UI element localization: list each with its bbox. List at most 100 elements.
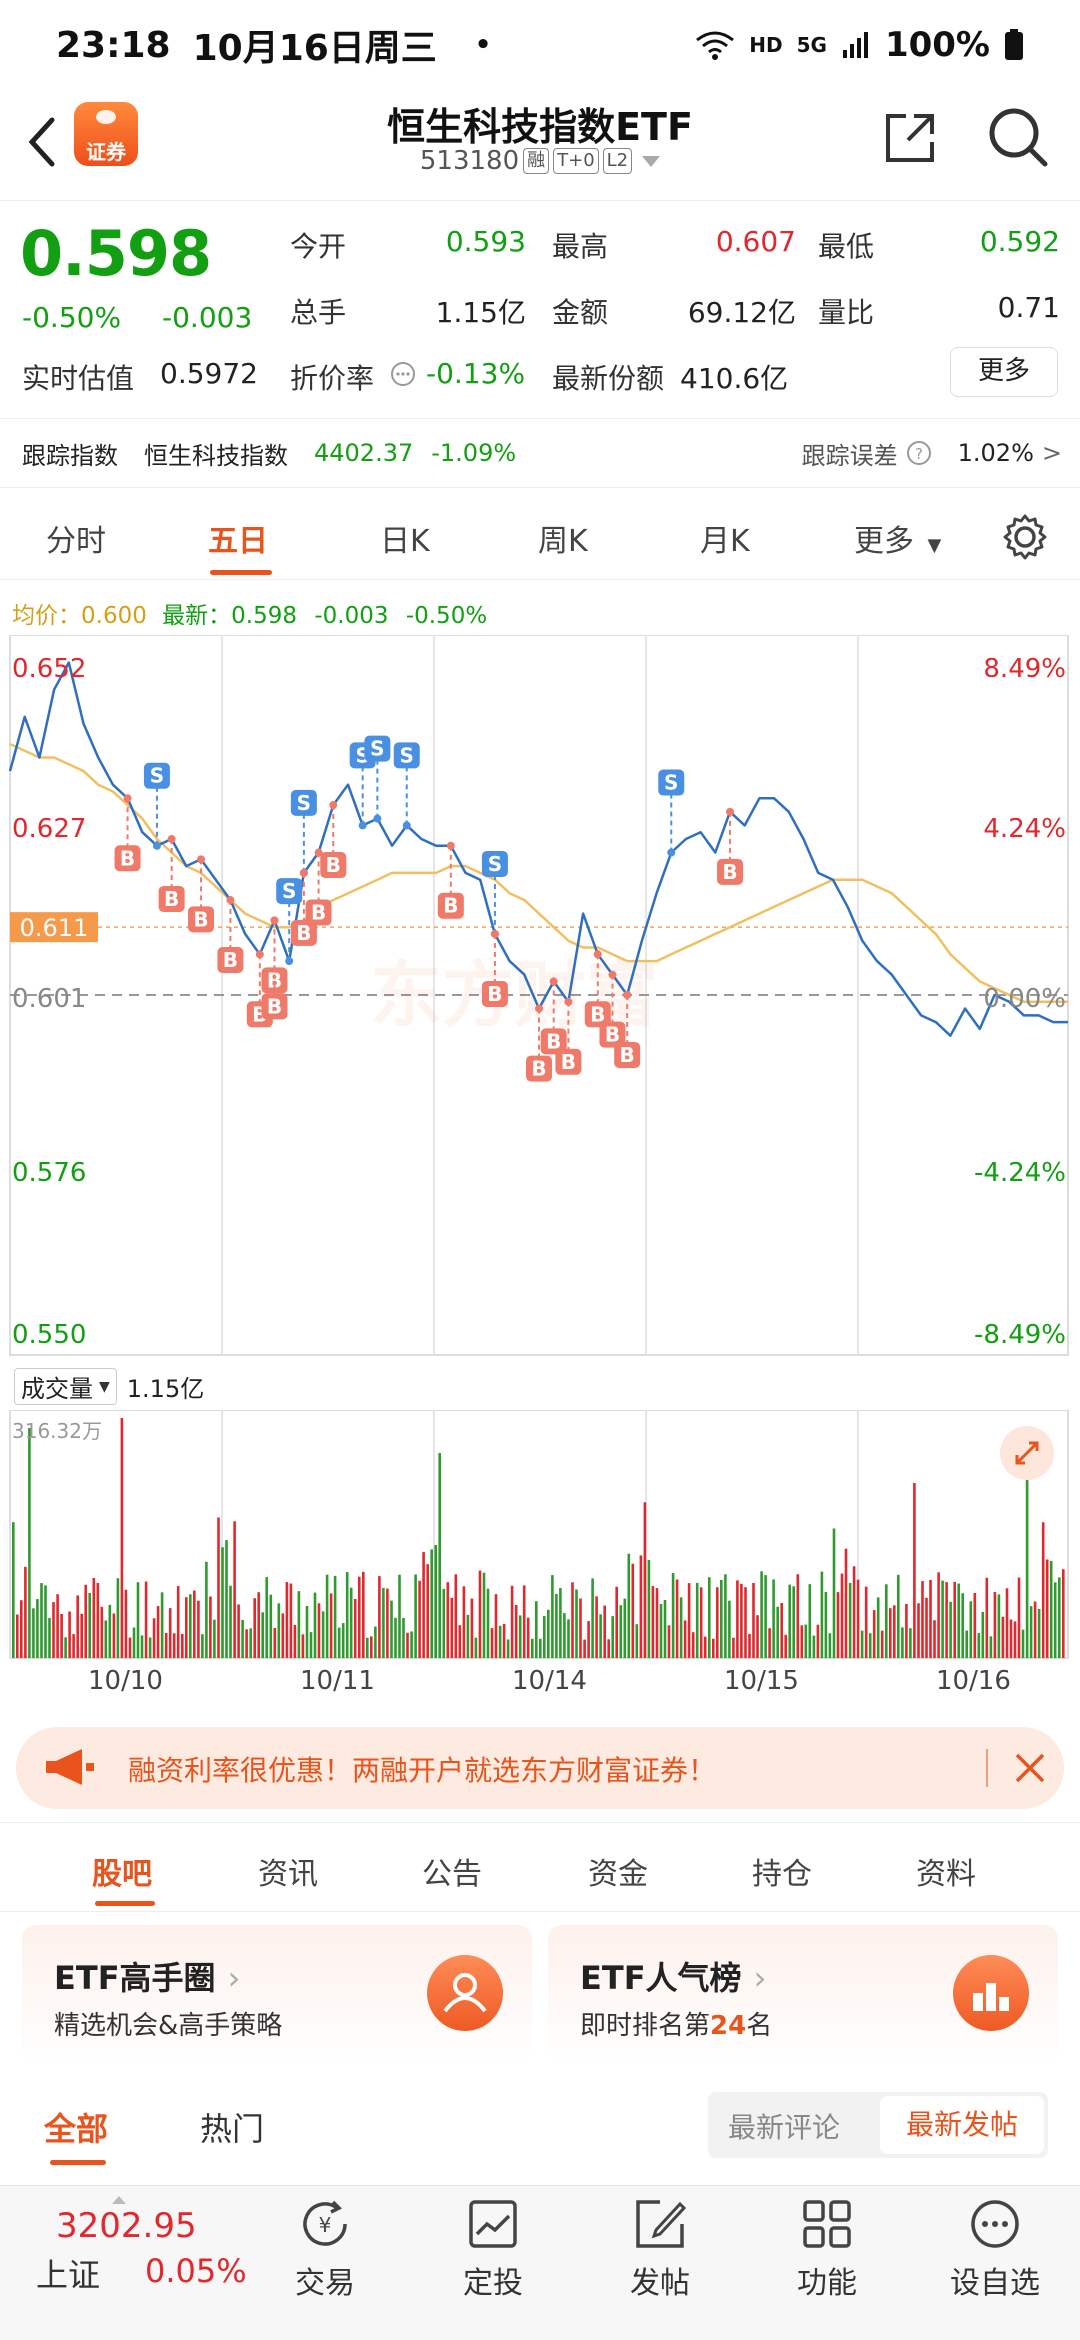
tab-more[interactable]: 更多 ▼ [854, 516, 941, 560]
buy-marker-badge [599, 1021, 626, 1048]
volume-bar [502, 1624, 506, 1658]
volume-bar [808, 1584, 812, 1658]
share-icon[interactable] [880, 108, 940, 168]
nav-auto-invest[interactable]: 定投 [438, 2196, 548, 2302]
buy-marker-label: B [487, 982, 502, 1006]
filter-all[interactable]: 全部 [44, 2110, 109, 2148]
ad-banner[interactable]: 融资利率很优惠！两融开户就选东方财富证券！ [16, 1727, 1064, 1809]
volume-bar [828, 1633, 832, 1658]
volume-bar [551, 1575, 554, 1658]
sort-latest-comment[interactable]: 最新评论 [728, 2111, 841, 2144]
buy-marker-badge [526, 1055, 552, 1082]
volume-bar [482, 1572, 486, 1658]
tab-intraday[interactable]: 分时 [46, 524, 106, 559]
chevron-right-icon: › [227, 1959, 241, 1997]
chart-tabs: 分时 五日 日K 周K 月K 更多 ▼ [0, 490, 1080, 580]
high-label: 最高 [552, 230, 609, 263]
section-tab-indicator [95, 1901, 155, 1906]
close-icon[interactable] [1011, 1749, 1049, 1787]
expand-up-icon[interactable] [112, 2196, 126, 2204]
marker-dot [197, 855, 206, 864]
buy-marker-label: B [561, 1050, 576, 1074]
volume-bar [213, 1619, 216, 1658]
volume-bar [68, 1611, 71, 1658]
wifi-icon [696, 31, 735, 60]
filter-hot[interactable]: 热门 [200, 2110, 265, 2148]
volume-bar [655, 1588, 659, 1658]
volume-bar [72, 1634, 75, 1658]
tab-forum[interactable]: 股吧 [92, 1857, 152, 1892]
nav-add-watchlist[interactable]: 设自选 [940, 2196, 1050, 2302]
volume-bar [981, 1611, 985, 1658]
tab-news[interactable]: 资讯 [258, 1857, 318, 1892]
sort-latest-post[interactable]: 最新发帖 [880, 2096, 1044, 2154]
nav-trade[interactable]: ¥ 交易 [270, 2196, 380, 2302]
volume-bar [76, 1595, 79, 1658]
promo-title-text: ETF人气榜 [580, 1959, 742, 1997]
marker-dot [608, 970, 617, 979]
volume-selector[interactable]: 成交量 ▼ [14, 1368, 117, 1405]
volume-bar [156, 1606, 160, 1658]
volume-bar [470, 1598, 474, 1658]
tab-daily-k[interactable]: 日K [380, 524, 430, 559]
tag-t0: T+0 [553, 148, 599, 174]
y-tick-right: 4.24% [983, 814, 1066, 844]
volume-bar [345, 1572, 349, 1658]
tab-announcements[interactable]: 公告 [422, 1857, 482, 1892]
sh-index-value[interactable]: 3202.95 [56, 2206, 197, 2246]
nav-post[interactable]: 发帖 [605, 2196, 715, 2302]
volume-bar [176, 1586, 180, 1658]
page-title: 恒生科技指数ETF [387, 105, 693, 149]
volume-chart[interactable]: 316.32万 [0, 1410, 1080, 1660]
volume-bar [510, 1585, 514, 1658]
tab-holdings[interactable]: 持仓 [752, 1857, 812, 1892]
volume-bar [40, 1583, 43, 1658]
volume-max-label: 316.32万 [12, 1419, 102, 1443]
gear-icon[interactable] [1000, 512, 1050, 562]
volume-bar [329, 1593, 333, 1658]
tab-monthly-k[interactable]: 月K [700, 524, 750, 559]
latest-label: 最新： [162, 603, 232, 629]
app-logo[interactable]: 证券 [74, 102, 138, 166]
volume-header: 成交量 ▼ 1.15亿 [14, 1368, 204, 1405]
volume-bar [603, 1605, 606, 1658]
volume-bar [434, 1545, 437, 1658]
buy-marker-badge [305, 899, 332, 926]
tracking-row[interactable]: 跟踪指数 恒生科技指数 4402.37 -1.09% 跟踪误差 ? 1.02% … [0, 418, 1080, 488]
promo-card-experts[interactable]: ETF高手圈 › 精选机会&高手策略 [22, 1925, 532, 2065]
tab-five-day[interactable]: 五日 [208, 524, 268, 559]
volume-bar [856, 1579, 860, 1658]
y-tick-left: 0.652 [12, 654, 86, 684]
tab-weekly-k[interactable]: 周K [538, 524, 588, 559]
ad-divider [986, 1749, 988, 1787]
latest-value: 0.598 [231, 603, 298, 629]
volume-bar [84, 1584, 87, 1658]
more-button[interactable]: 更多 [950, 347, 1058, 397]
search-icon[interactable] [985, 104, 1051, 170]
volume-bar [724, 1574, 727, 1658]
volume-bar [776, 1606, 779, 1658]
volume-bar [466, 1614, 470, 1658]
sell-marker-label: S [664, 771, 678, 795]
volume-bar [945, 1582, 948, 1658]
buy-marker-badge [320, 852, 347, 879]
volume-bar [128, 1637, 132, 1658]
sell-marker-badge [364, 735, 391, 762]
post-filter-row: 全部 热门 最新评论 最新发帖 [0, 2080, 1080, 2180]
help-icon[interactable] [390, 361, 416, 387]
expand-icon[interactable] [1000, 1426, 1054, 1480]
stock-code-row[interactable]: 513180 融 T+0 L2 [360, 146, 720, 176]
volume-bar [844, 1548, 848, 1658]
tab-funds[interactable]: 资金 [588, 1857, 648, 1892]
volume-bar [325, 1574, 329, 1658]
nav-features[interactable]: 功能 [772, 2196, 882, 2302]
marker-dot [314, 848, 323, 857]
tab-profile[interactable]: 资料 [916, 1857, 976, 1892]
promo-card-popularity[interactable]: ETF人气榜 › 即时排名第24名 [548, 1925, 1058, 2065]
bottom-nav: 3202.95 上证 0.05% ¥ 交易 定投 发帖 功能 设自选 [0, 2185, 1080, 2340]
back-icon[interactable] [22, 112, 62, 172]
question-icon[interactable]: ? [906, 440, 932, 466]
volume-bar [949, 1601, 952, 1658]
